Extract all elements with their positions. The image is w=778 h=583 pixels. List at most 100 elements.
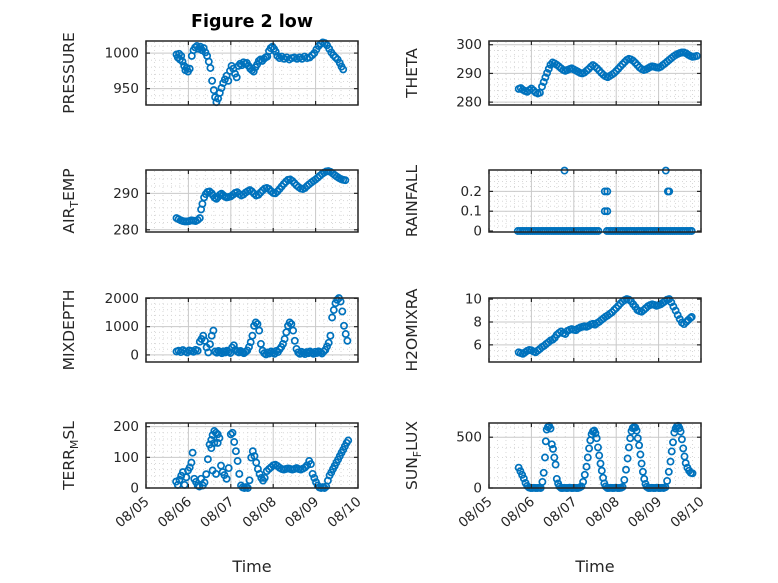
x-axis-label: Time [574,557,614,576]
y-tick-label: 500 [456,430,482,446]
data-marker [544,64,553,73]
y-axis-label-h2omixra: H2OMIXRA [403,288,421,371]
data-marker [256,339,265,348]
scatter-series-air-temp [172,167,350,226]
data-marker [543,68,552,77]
data-marker [665,187,674,196]
scatter-series-pressure [172,38,348,107]
data-marker [538,82,546,91]
data-marker [339,65,348,74]
data-marker [206,340,214,349]
data-marker [596,459,605,468]
grid-rainfall [489,170,701,232]
y-tick-label: 200 [113,419,139,435]
data-marker [603,207,612,216]
data-marker [224,76,233,85]
data-marker [666,457,675,466]
data-marker [175,475,184,484]
plot-box [145,422,359,489]
tick-marks [488,170,702,232]
data-marker [217,461,225,470]
data-marker [233,457,242,465]
data-marker [199,44,208,53]
data-marker [331,53,340,62]
tick-marks [488,423,702,489]
data-marker [594,227,603,235]
y-tick-label: 280 [456,95,482,111]
tick-marks [145,297,359,362]
x-tick-label: 08/06 [498,494,538,531]
y-tick-label: 290 [456,66,482,82]
y-tick-label: 0.1 [461,204,482,220]
data-marker [541,437,550,446]
data-marker [669,438,677,447]
y-tick-label: 1000 [105,46,139,62]
x-tick-label: 08/05 [112,494,152,531]
tick-marks [488,298,702,362]
data-marker [188,448,197,457]
data-marker [308,51,317,60]
y-tick-label: 6 [473,337,482,353]
panel-air-temp: 280 290 AIRTEMP [60,167,359,238]
data-marker [215,434,224,442]
data-marker [577,482,586,491]
data-marker [235,469,244,478]
y-axis-label-rainfall: RAINFALL [403,164,421,237]
x-tick-label: 08/10 [324,494,364,531]
data-marker [209,86,218,95]
data-marker [636,450,645,459]
data-marker [632,426,641,435]
data-marker [248,331,257,340]
panel-pressure: 950 1000 PRESSURE [60,32,359,114]
data-marker [290,336,299,345]
data-marker [255,469,264,478]
panel-h2omixra: 6 8 10 H2OMIXRA [403,288,702,372]
data-marker [228,428,237,437]
data-marker [673,311,682,320]
data-marker [633,434,642,443]
scatter-series-sun-flux [514,421,697,492]
data-marker [692,51,701,60]
data-marker [626,434,635,443]
data-marker [635,441,644,450]
data-marker [551,460,560,469]
data-marker [591,429,600,438]
data-marker [329,306,338,314]
data-marker [222,474,231,483]
data-marker [229,341,238,350]
data-marker [210,438,219,447]
data-marker [341,176,350,185]
x-tick-label: 08/10 [667,494,707,531]
data-marker [681,459,690,468]
data-marker [324,338,333,347]
data-marker [594,443,602,452]
data-marker [623,454,632,463]
tick-marks [145,41,359,105]
x-tick-label: 08/08 [240,494,280,531]
data-marker [326,331,335,340]
x-tick-label: 08/07 [540,494,580,531]
tick-marks [145,170,359,232]
y-axis-label-pressure: PRESSURE [60,32,78,114]
y-tick-label: 0 [473,224,482,240]
y-tick-label: 10 [465,292,482,308]
data-marker [323,342,331,351]
data-marker [637,459,646,468]
data-marker [624,443,633,452]
y-tick-label: 0 [473,481,482,497]
data-marker [676,427,685,436]
data-marker [687,312,696,321]
data-marker [239,58,248,67]
y-tick-label: 290 [113,186,139,202]
data-marker [620,475,629,484]
data-marker [597,466,606,475]
tick-marks [145,423,359,489]
data-marker [249,67,258,76]
data-marker [539,78,548,86]
plot-box [488,297,702,363]
data-marker [552,474,561,483]
data-marker [260,473,269,482]
data-marker [341,330,350,338]
